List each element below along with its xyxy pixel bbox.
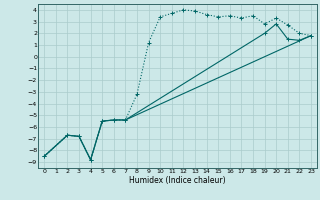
X-axis label: Humidex (Indice chaleur): Humidex (Indice chaleur) xyxy=(129,176,226,185)
